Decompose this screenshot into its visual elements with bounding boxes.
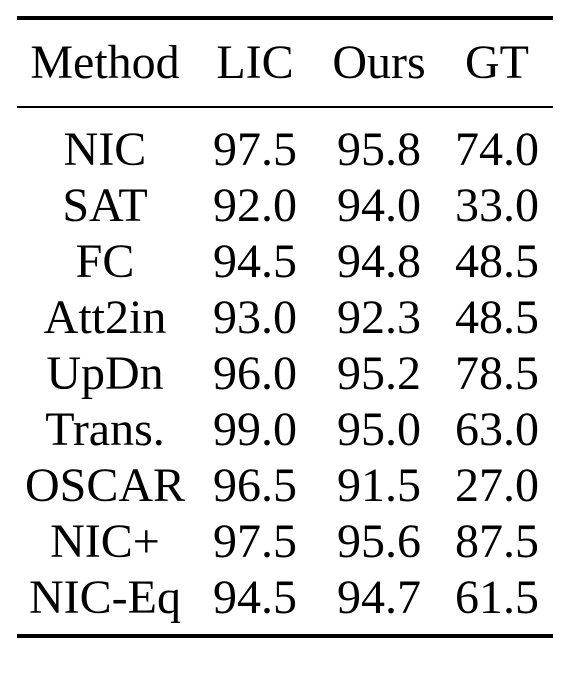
table-row: NIC+ 97.5 95.6 87.5: [17, 514, 553, 570]
ours-cell: 95.0: [337, 403, 421, 456]
ours-cell: 95.8: [337, 123, 421, 176]
method-cell: SAT: [62, 179, 148, 232]
lic-cell: 97.5: [213, 123, 297, 176]
bottom-rule: [17, 634, 553, 638]
top-rule: [17, 16, 553, 20]
table-row: NIC 97.5 95.8 74.0: [17, 108, 553, 178]
gt-cell: 27.0: [455, 459, 539, 512]
gt-cell: 87.5: [455, 515, 539, 568]
table-row: Trans. 99.0 95.0 63.0: [17, 402, 553, 458]
lic-cell: 96.5: [213, 459, 297, 512]
header-gt: GT: [465, 36, 529, 89]
header-ours: Ours: [332, 36, 426, 89]
lic-cell: 92.0: [213, 179, 297, 232]
ours-cell: 92.3: [337, 291, 421, 344]
gt-cell: 61.5: [455, 571, 539, 624]
header-lic: LIC: [216, 36, 294, 89]
table-row: FC 94.5 94.8 48.5: [17, 234, 553, 290]
method-cell: FC: [75, 235, 135, 288]
lic-cell: 93.0: [213, 291, 297, 344]
table-row: SAT 92.0 94.0 33.0: [17, 178, 553, 234]
lic-cell: 96.0: [213, 347, 297, 400]
ours-cell: 94.0: [337, 179, 421, 232]
results-table-container: Method LIC Ours GT NIC 97.5 95.8 74.0 SA…: [17, 16, 553, 638]
ours-cell: 95.2: [337, 347, 421, 400]
gt-cell: 33.0: [455, 179, 539, 232]
ours-cell: 94.8: [337, 235, 421, 288]
lic-cell: 94.5: [213, 571, 297, 624]
mid-rule: [17, 106, 553, 108]
gt-cell: 74.0: [455, 123, 539, 176]
table-row: Att2in 93.0 92.3 48.5: [17, 290, 553, 346]
results-table: Method LIC Ours GT NIC 97.5 95.8 74.0 SA…: [17, 20, 553, 634]
method-cell: OSCAR: [24, 459, 186, 512]
ours-cell: 94.7: [337, 571, 421, 624]
lic-cell: 94.5: [213, 235, 297, 288]
method-cell: NIC+: [50, 515, 160, 568]
method-cell: Att2in: [43, 291, 167, 344]
gt-cell: 48.5: [455, 235, 539, 288]
method-cell: Trans.: [45, 403, 165, 456]
ours-cell: 95.6: [337, 515, 421, 568]
lic-cell: 97.5: [213, 515, 297, 568]
gt-cell: 63.0: [455, 403, 539, 456]
table-row: NIC-Eq 94.5 94.7 61.5: [17, 570, 553, 634]
method-cell: NIC-Eq: [29, 571, 181, 624]
gt-cell: 48.5: [455, 291, 539, 344]
table-row: OSCAR 96.5 91.5 27.0: [17, 458, 553, 514]
lic-cell: 99.0: [213, 403, 297, 456]
table-row: UpDn 96.0 95.2 78.5: [17, 346, 553, 402]
ours-cell: 91.5: [337, 459, 421, 512]
header-row: Method LIC Ours GT: [17, 20, 553, 106]
method-cell: UpDn: [46, 347, 164, 400]
method-cell: NIC: [63, 123, 147, 176]
header-method: Method: [30, 36, 180, 89]
gt-cell: 78.5: [455, 347, 539, 400]
